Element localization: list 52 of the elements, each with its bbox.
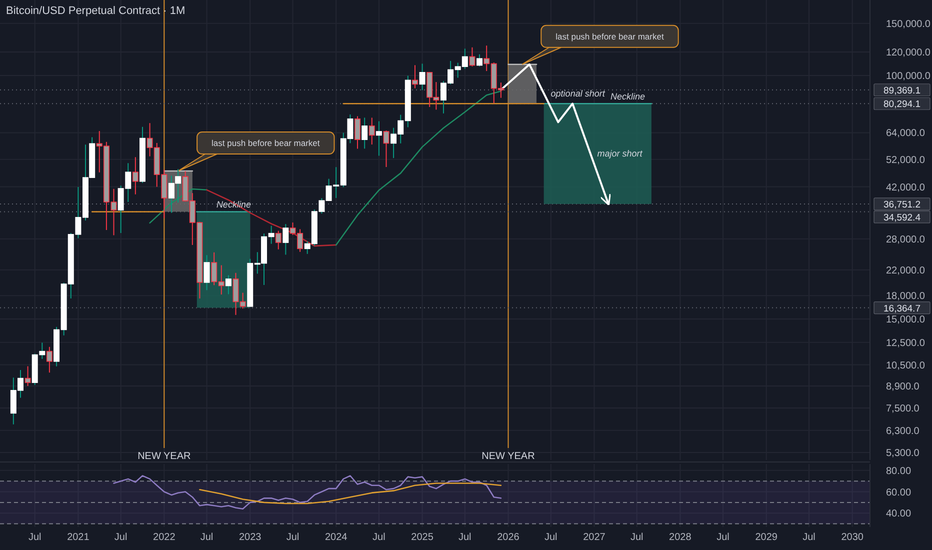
x-tick-label: 2030 bbox=[841, 532, 864, 543]
ref-line-label: 34,592.4 bbox=[884, 212, 920, 224]
y-tick-label: 18,000.0 bbox=[886, 291, 926, 302]
x-tick-label: 2025 bbox=[411, 532, 434, 543]
ref-line-label: 36,751.2 bbox=[884, 199, 920, 210]
x-tick-label: 2027 bbox=[583, 532, 606, 543]
annotation: major short bbox=[597, 148, 643, 158]
ref-line-label: 89,369.1 bbox=[884, 85, 920, 96]
y-tick-label: 120,000.0 bbox=[886, 48, 931, 59]
x-tick-label: Jul bbox=[458, 532, 472, 543]
y-tick-label: 5,300.0 bbox=[886, 448, 920, 460]
x-tick-label: 2022 bbox=[153, 532, 176, 543]
annotation: optional short bbox=[550, 88, 606, 98]
x-tick-label: 2028 bbox=[669, 532, 692, 543]
y-tick-label: 42,000.0 bbox=[886, 182, 926, 194]
x-tick-label: Jul bbox=[716, 532, 730, 543]
x-tick-label: Jul bbox=[286, 532, 300, 543]
y-tick-label: 100,000.0 bbox=[886, 70, 931, 82]
y-tick-label: 12,500.0 bbox=[886, 338, 926, 349]
annotation: last push before bear market bbox=[556, 31, 664, 42]
y-tick-label: 15,000.0 bbox=[886, 314, 926, 326]
x-tick-label: 2029 bbox=[755, 532, 778, 543]
x-tick-label: 2026 bbox=[497, 532, 520, 543]
x-tick-label: Jul bbox=[372, 532, 386, 543]
x-tick-label: Jul bbox=[802, 532, 816, 543]
y-tick-label: 80.00 bbox=[886, 466, 912, 477]
annotation: Neckline bbox=[610, 92, 645, 102]
y-tick-label: 64,000.0 bbox=[886, 128, 926, 140]
y-tick-label: 8,900.0 bbox=[886, 381, 920, 392]
ref-line-label: NEW YEAR bbox=[138, 451, 191, 462]
y-tick-label: 40.00 bbox=[886, 508, 912, 520]
y-tick-label: 28,000.0 bbox=[886, 234, 926, 246]
y-tick-label: 60.00 bbox=[886, 487, 912, 498]
x-tick-label: Jul bbox=[630, 532, 644, 543]
ref-line-label: 80,294.1 bbox=[884, 99, 920, 110]
y-tick-label: 150,000.0 bbox=[886, 18, 931, 30]
x-tick-label: 2021 bbox=[67, 532, 90, 543]
x-tick-label: 2024 bbox=[324, 532, 348, 543]
x-tick-label: 2023 bbox=[238, 532, 262, 543]
annotation: last push before bear market bbox=[212, 138, 320, 148]
y-tick-label: 22,000.0 bbox=[886, 265, 926, 276]
y-tick-label: 7,500.0 bbox=[886, 403, 920, 414]
y-tick-label: 52,000.0 bbox=[886, 154, 926, 166]
chart-title: Bitcoin/USD Perpetual Contract · 1M bbox=[6, 5, 186, 17]
y-tick-label: 10,500.0 bbox=[886, 360, 926, 372]
x-tick-label: Jul bbox=[28, 532, 42, 543]
y-tick-label: 6,300.0 bbox=[886, 426, 920, 437]
x-tick-label: Jul bbox=[114, 532, 128, 543]
x-tick-label: Jul bbox=[200, 532, 214, 543]
ref-line-label: 16,364.7 bbox=[884, 303, 920, 314]
ref-line-label: NEW YEAR bbox=[482, 451, 535, 462]
x-tick-label: Jul bbox=[544, 532, 558, 543]
